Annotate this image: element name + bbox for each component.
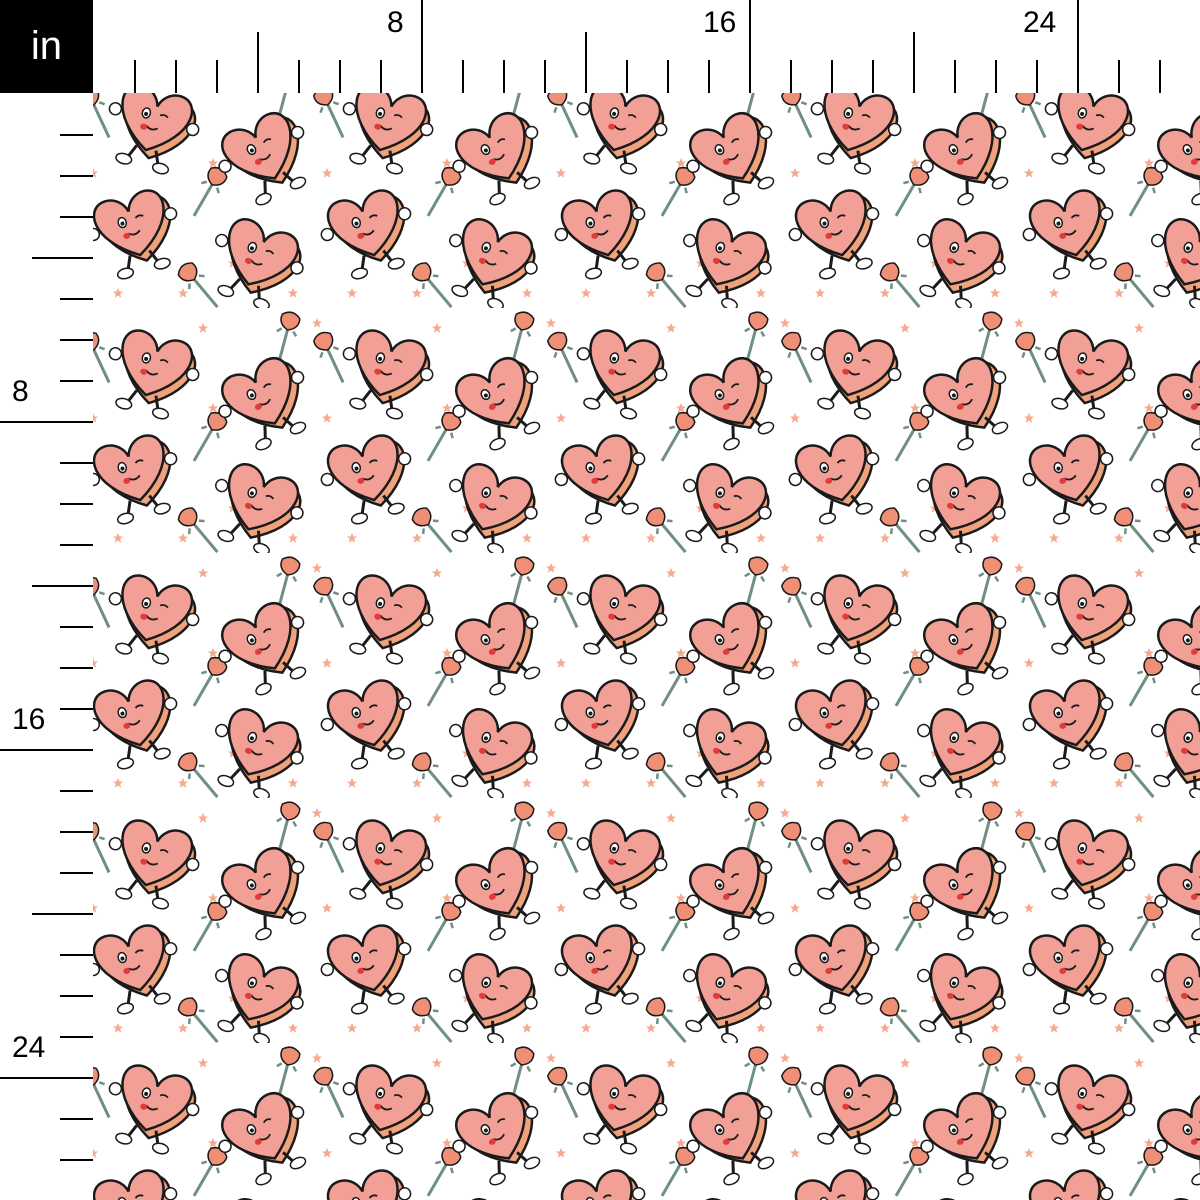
- ruler-tick: [60, 995, 93, 997]
- ruler-tick: [60, 1159, 93, 1161]
- ruler-tick: [175, 60, 177, 93]
- ruler-tick: [60, 1118, 93, 1120]
- left-ruler: 8 16 24: [0, 93, 93, 1200]
- ruler-tick: [60, 339, 93, 341]
- ruler-tick: [339, 60, 341, 93]
- ruler-tick: [257, 32, 259, 93]
- ruler-tick: [667, 60, 669, 93]
- ruler-tick: [60, 667, 93, 669]
- left-ruler-label: 8: [12, 375, 29, 408]
- top-ruler-label: 16: [703, 6, 737, 39]
- ruler-tick: [0, 1077, 93, 1079]
- ruler-tick: [298, 60, 300, 93]
- ruler-tick: [1077, 0, 1079, 93]
- top-ruler: 8 16 24: [93, 0, 1200, 93]
- ruler-tick: [585, 32, 587, 93]
- ruler-tick: [503, 60, 505, 93]
- left-ruler-label: 24: [12, 1031, 46, 1064]
- ruler-tick: [60, 216, 93, 218]
- ruler-tick: [60, 462, 93, 464]
- ruler-tick: [1159, 60, 1161, 93]
- ruler-tick: [60, 872, 93, 874]
- ruler-tick: [0, 749, 93, 751]
- ruler-tick: [60, 954, 93, 956]
- ruler-tick: [913, 32, 915, 93]
- ruler-tick: [60, 503, 93, 505]
- ruler-tick: [790, 60, 792, 93]
- ruler-tick: [60, 1036, 93, 1038]
- ruler-tick: [1118, 60, 1120, 93]
- ruler-tick: [60, 380, 93, 382]
- ruler-tick: [60, 134, 93, 136]
- ruler-tick: [60, 175, 93, 177]
- ruler-tick: [32, 585, 93, 587]
- ruler-tick: [462, 60, 464, 93]
- fabric-print: [93, 93, 1200, 1200]
- ruler-tick: [544, 60, 546, 93]
- top-ruler-label: 8: [387, 6, 404, 39]
- ruler-tick: [1036, 60, 1038, 93]
- ruler-tick: [708, 60, 710, 93]
- ruler-tick: [32, 257, 93, 259]
- unit-label: in: [0, 0, 93, 93]
- ruler-tick: [216, 60, 218, 93]
- ruler-tick: [421, 0, 423, 93]
- ruler-tick: [0, 421, 93, 423]
- ruler-tick: [872, 60, 874, 93]
- fabric-pattern: [93, 93, 1200, 1200]
- ruler-tick: [749, 0, 751, 93]
- ruler-tick: [60, 790, 93, 792]
- ruler-tick: [380, 60, 382, 93]
- ruler-tick: [60, 708, 93, 710]
- ruler-tick: [60, 626, 93, 628]
- left-ruler-label: 16: [12, 703, 46, 736]
- ruler-tick: [60, 298, 93, 300]
- ruler-tick: [134, 60, 136, 93]
- ruler-tick: [60, 831, 93, 833]
- ruler-tick: [831, 60, 833, 93]
- ruler-tick: [60, 544, 93, 546]
- ruler-tick: [954, 60, 956, 93]
- ruler-tick: [32, 913, 93, 915]
- ruler-tick: [626, 60, 628, 93]
- ruler-tick: [995, 60, 997, 93]
- top-ruler-label: 24: [1023, 6, 1057, 39]
